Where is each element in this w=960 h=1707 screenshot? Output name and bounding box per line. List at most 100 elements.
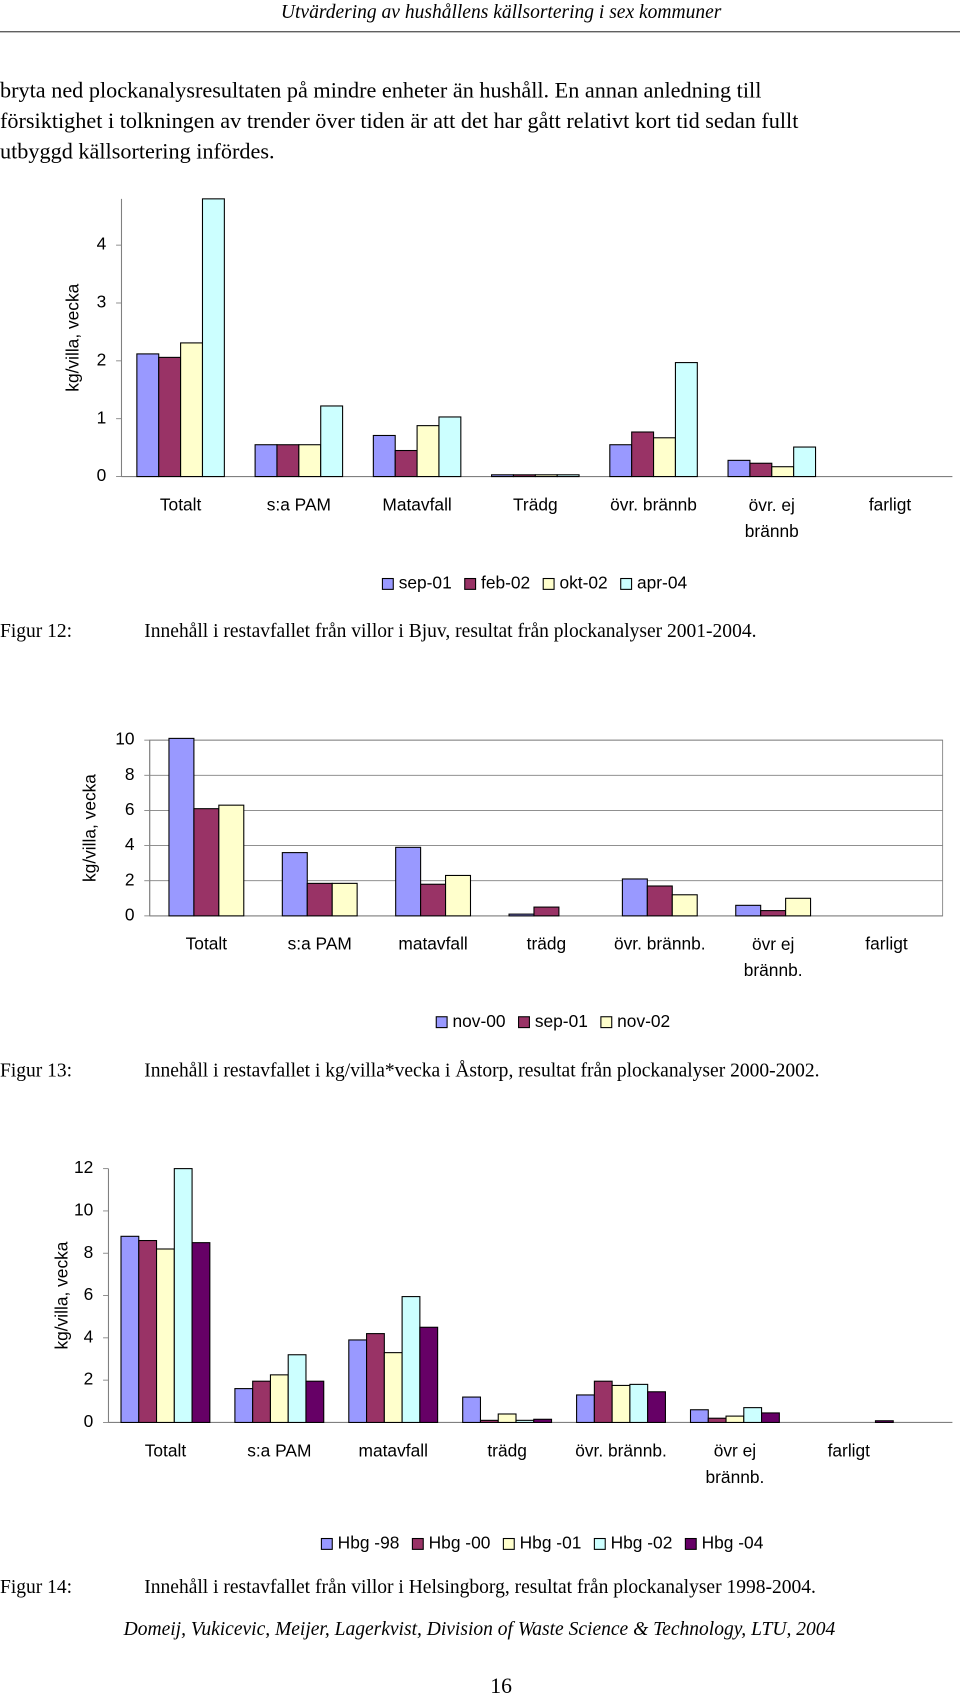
legend-swatch [593, 1537, 606, 1550]
bar [276, 444, 300, 478]
figure-label: Figur 12: [0, 621, 72, 642]
y-tick-label: 12 [74, 1157, 93, 1177]
legend-swatch [684, 1537, 697, 1550]
bar [298, 444, 322, 478]
bar [533, 1418, 553, 1423]
bar [725, 1415, 745, 1423]
bar [647, 1391, 666, 1423]
page-number: 16 [490, 1674, 512, 1698]
bar [534, 474, 558, 478]
legend-label: Hbg -98 [338, 1533, 400, 1553]
bar [401, 1296, 421, 1423]
bar [674, 362, 698, 478]
page-footer: Domeij, Vukicevic, Meijer, Lagerkvist, D… [123, 1619, 836, 1640]
bar [348, 1339, 368, 1423]
x-tick-label: s:a PAM [267, 494, 331, 514]
legend-label: feb-02 [481, 573, 530, 593]
bar [438, 416, 462, 478]
bar [193, 808, 220, 917]
x-tick-label: övr. brännb. [614, 934, 706, 954]
bar [793, 446, 817, 478]
bar [760, 910, 787, 917]
y-tick-label: 6 [84, 1284, 94, 1304]
legend-swatch [464, 577, 477, 590]
bar [631, 431, 655, 478]
y-tick-label: 4 [97, 234, 107, 254]
x-tick-label: s:a PAM [247, 1440, 311, 1460]
y-axis-label: kg/villa, vecka [51, 1241, 71, 1349]
bar [394, 449, 418, 478]
bar [395, 846, 422, 917]
y-axis-label: kg/villa, vecka [80, 774, 100, 882]
y-tick-label: 6 [125, 799, 135, 819]
bar [462, 1396, 482, 1423]
bar [743, 1407, 763, 1423]
y-tick-label: 0 [125, 904, 135, 924]
bar [155, 1248, 175, 1423]
y-tick-label: 3 [97, 292, 107, 312]
bar [576, 1394, 595, 1423]
bar [372, 434, 396, 478]
x-tick-label: övr. brännb [610, 494, 697, 514]
legend-swatch [600, 1016, 613, 1029]
bar [269, 1374, 289, 1423]
x-tick-label: Trädg [513, 494, 558, 514]
bar [533, 906, 560, 917]
y-tick-label: 8 [125, 764, 135, 784]
x-tick-label: övr ej brännb. [706, 1440, 765, 1486]
x-tick-label: matavfall [359, 1440, 428, 1460]
bar [508, 913, 535, 917]
bar [191, 1242, 211, 1423]
legend-label: Hbg -00 [429, 1533, 491, 1553]
bar [491, 474, 514, 478]
y-tick-label: 0 [84, 1411, 94, 1431]
x-tick-label: matavfall [398, 934, 467, 954]
bar [305, 1380, 325, 1423]
bar [874, 1420, 894, 1423]
x-tick-label: trädg [487, 1440, 527, 1460]
bar [254, 444, 278, 478]
y-tick-label: 4 [125, 834, 135, 854]
x-tick-label: Totalt [160, 494, 202, 514]
bar [287, 1354, 307, 1423]
bar [629, 1383, 649, 1423]
bar [512, 474, 536, 478]
legend-label: apr-04 [637, 573, 687, 593]
x-tick-label: övr. brännb. [575, 1440, 667, 1460]
bar [593, 1380, 613, 1423]
y-tick-label: 2 [125, 869, 135, 889]
y-axis-label: kg/villa, vecka [62, 283, 82, 391]
figure-label: Figur 13: [0, 1061, 72, 1082]
x-tick-label: farligt [828, 1440, 871, 1460]
legend-swatch [411, 1537, 424, 1550]
bar [771, 466, 795, 478]
chart: 0 2 4 6 8 10 kg/villa, vecka Totalt s:a PAM matav… [0, 729, 944, 1082]
legend-label: Hbg -04 [702, 1533, 764, 1553]
chart: 0 2 4 6 8 10 12 kg/villa, vecka Totalt s:a PAM mat… [0, 1157, 953, 1598]
x-tick-label: farligt [865, 934, 908, 954]
bar [609, 444, 633, 478]
x-tick-label: övr. ej brännb [745, 494, 799, 540]
legend-swatch [542, 577, 555, 590]
legend: Hbg -98 Hbg -00 Hbg -01 Hbg -02 Hbg -04 [320, 1533, 764, 1553]
bar [234, 1388, 254, 1423]
bar [749, 462, 773, 478]
bar [611, 1384, 631, 1423]
x-tick-label: farligt [869, 494, 912, 514]
bar [689, 1409, 709, 1423]
bar [707, 1417, 727, 1423]
bar [515, 1419, 535, 1423]
legend-label: sep-01 [399, 573, 452, 593]
bar [556, 474, 580, 478]
y-tick-label: 10 [74, 1200, 93, 1220]
bar [653, 437, 676, 478]
paragraph-line: utbyggd källsortering infördes. [0, 138, 275, 163]
y-tick-label: 4 [84, 1326, 94, 1346]
bar [281, 852, 308, 917]
bar [621, 878, 648, 917]
bar [173, 1168, 193, 1423]
bar [445, 874, 472, 917]
y-tick-label: 2 [84, 1369, 94, 1389]
y-tick-label: 0 [97, 465, 107, 485]
